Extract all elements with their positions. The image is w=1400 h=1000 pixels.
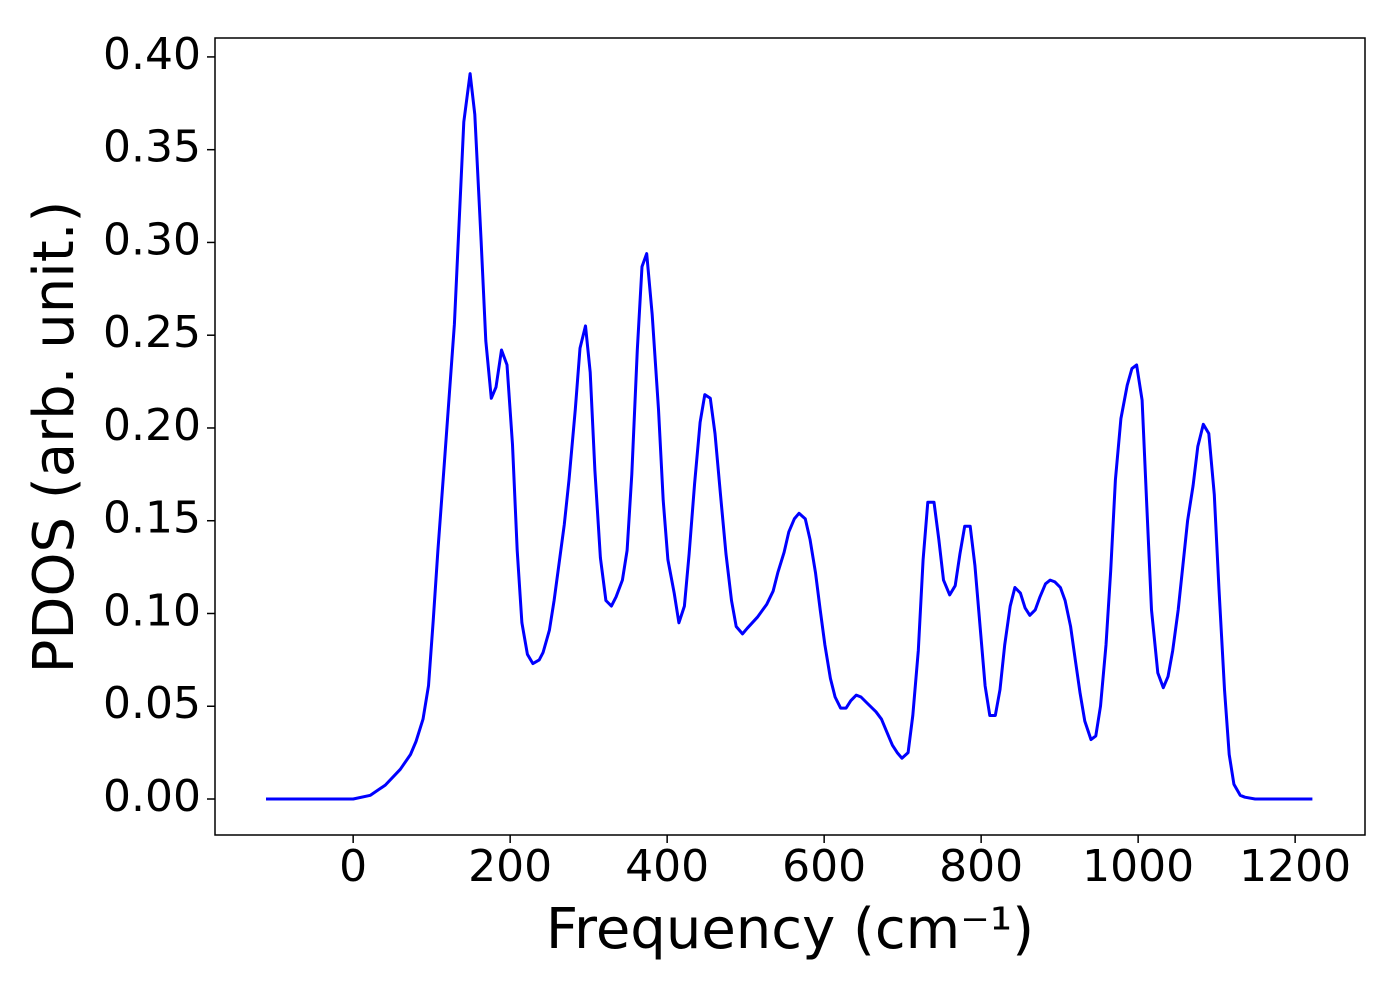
plot-frame bbox=[214, 37, 1366, 836]
y-tick-label: 0.00 bbox=[103, 771, 201, 822]
y-tick-label: 0.20 bbox=[103, 400, 201, 451]
x-tick-label: 800 bbox=[939, 841, 1023, 892]
data-line bbox=[266, 72, 1313, 801]
y-axis-label: PDOS (arb. unit.) bbox=[22, 201, 87, 674]
x-tick-label: 1000 bbox=[1082, 841, 1194, 892]
x-tick-label: 200 bbox=[468, 841, 552, 892]
x-tick-label: 400 bbox=[625, 841, 709, 892]
x-axis-label: Frequency (cm⁻¹) bbox=[546, 897, 1034, 962]
y-tick-label: 0.10 bbox=[103, 585, 201, 636]
y-tick-label: 0.05 bbox=[103, 678, 201, 729]
x-tick-label: 1200 bbox=[1239, 841, 1351, 892]
y-tick-label: 0.30 bbox=[103, 214, 201, 265]
y-tick-label: 0.15 bbox=[103, 493, 201, 544]
x-tick-label: 600 bbox=[782, 841, 866, 892]
y-tick-label: 0.40 bbox=[103, 29, 201, 80]
x-tick-label: 0 bbox=[339, 841, 367, 892]
y-tick-label: 0.35 bbox=[103, 122, 201, 173]
y-tick-label: 0.25 bbox=[103, 307, 201, 358]
